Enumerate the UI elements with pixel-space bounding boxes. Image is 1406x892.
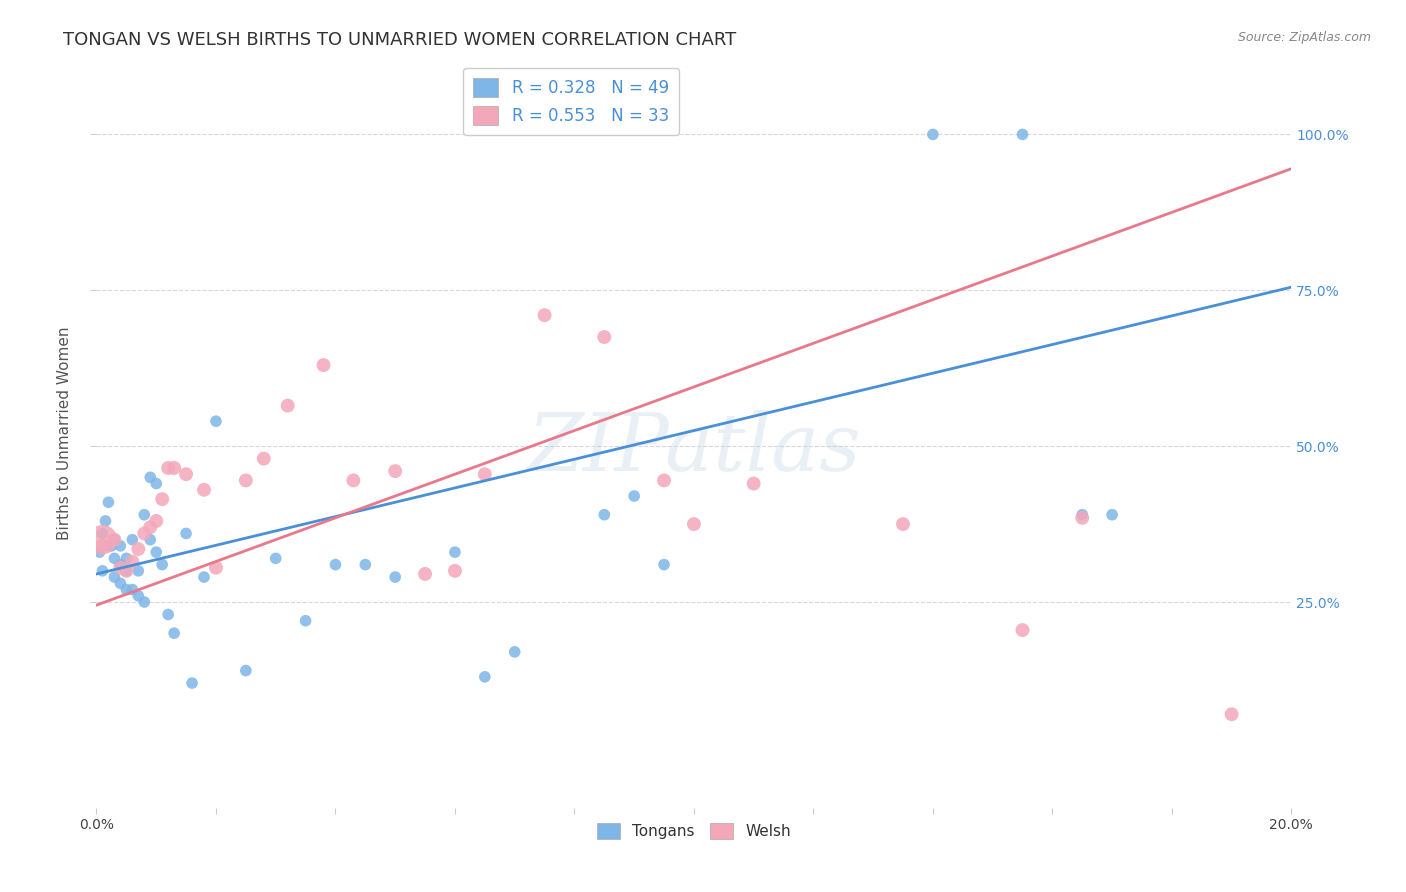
Point	[97, 495, 120, 509]
Point	[384, 570, 406, 584]
Point	[157, 607, 180, 622]
Point	[1011, 128, 1033, 142]
Point	[163, 626, 186, 640]
Point	[127, 541, 149, 556]
Point	[127, 564, 149, 578]
Point	[115, 551, 138, 566]
Text: TONGAN VS WELSH BIRTHS TO UNMARRIED WOMEN CORRELATION CHART: TONGAN VS WELSH BIRTHS TO UNMARRIED WOME…	[63, 31, 737, 49]
Point	[205, 414, 228, 428]
Point	[1071, 508, 1094, 522]
Point	[127, 589, 149, 603]
Point	[145, 476, 167, 491]
Point	[384, 464, 406, 478]
Point	[193, 570, 215, 584]
Point	[174, 467, 197, 482]
Point	[193, 483, 215, 497]
Point	[145, 545, 167, 559]
Point	[444, 545, 467, 559]
Point	[103, 551, 125, 566]
Point	[593, 330, 616, 344]
Point	[413, 566, 436, 581]
Point	[97, 539, 120, 553]
Point	[103, 570, 125, 584]
Point	[593, 508, 616, 522]
Point	[891, 517, 914, 532]
Y-axis label: Births to Unmarried Women: Births to Unmarried Women	[58, 327, 72, 541]
Point	[742, 476, 765, 491]
Legend: Tongans, Welsh: Tongans, Welsh	[591, 817, 797, 845]
Point	[115, 564, 138, 578]
Point	[94, 514, 117, 528]
Point	[121, 554, 143, 568]
Point	[474, 467, 496, 482]
Text: ZIPatlas: ZIPatlas	[527, 410, 860, 487]
Point	[533, 308, 555, 322]
Point	[115, 564, 138, 578]
Point	[150, 492, 173, 507]
Point	[253, 451, 276, 466]
Point	[103, 533, 125, 547]
Point	[181, 676, 204, 690]
Point	[921, 128, 943, 142]
Point	[91, 533, 114, 547]
Point	[163, 461, 186, 475]
Point	[652, 474, 675, 488]
Point	[623, 489, 645, 503]
Point	[110, 560, 132, 574]
Point	[145, 514, 167, 528]
Point	[652, 558, 675, 572]
Point	[91, 526, 114, 541]
Point	[91, 564, 114, 578]
Point	[150, 558, 173, 572]
Point	[115, 582, 138, 597]
Point	[91, 539, 114, 553]
Point	[134, 508, 156, 522]
Point	[444, 564, 467, 578]
Point	[121, 582, 143, 597]
Point	[134, 595, 156, 609]
Point	[1071, 511, 1094, 525]
Point	[1220, 707, 1243, 722]
Point	[103, 533, 125, 547]
Point	[294, 614, 316, 628]
Point	[1011, 623, 1033, 637]
Point	[342, 474, 364, 488]
Point	[1101, 508, 1123, 522]
Point	[474, 670, 496, 684]
Point	[139, 533, 162, 547]
Point	[157, 461, 180, 475]
Point	[121, 533, 143, 547]
Point	[683, 517, 706, 532]
Point	[139, 520, 162, 534]
Point	[134, 526, 156, 541]
Point	[139, 470, 162, 484]
Point	[264, 551, 287, 566]
Point	[235, 474, 257, 488]
Point	[277, 399, 299, 413]
Point	[503, 645, 526, 659]
Point	[205, 560, 228, 574]
Point	[325, 558, 347, 572]
Point	[89, 545, 111, 559]
Point	[110, 558, 132, 572]
Point	[110, 576, 132, 591]
Point	[174, 526, 197, 541]
Point	[100, 539, 122, 553]
Point	[354, 558, 377, 572]
Text: Source: ZipAtlas.com: Source: ZipAtlas.com	[1237, 31, 1371, 45]
Point	[235, 664, 257, 678]
Point	[110, 539, 132, 553]
Point	[312, 358, 335, 372]
